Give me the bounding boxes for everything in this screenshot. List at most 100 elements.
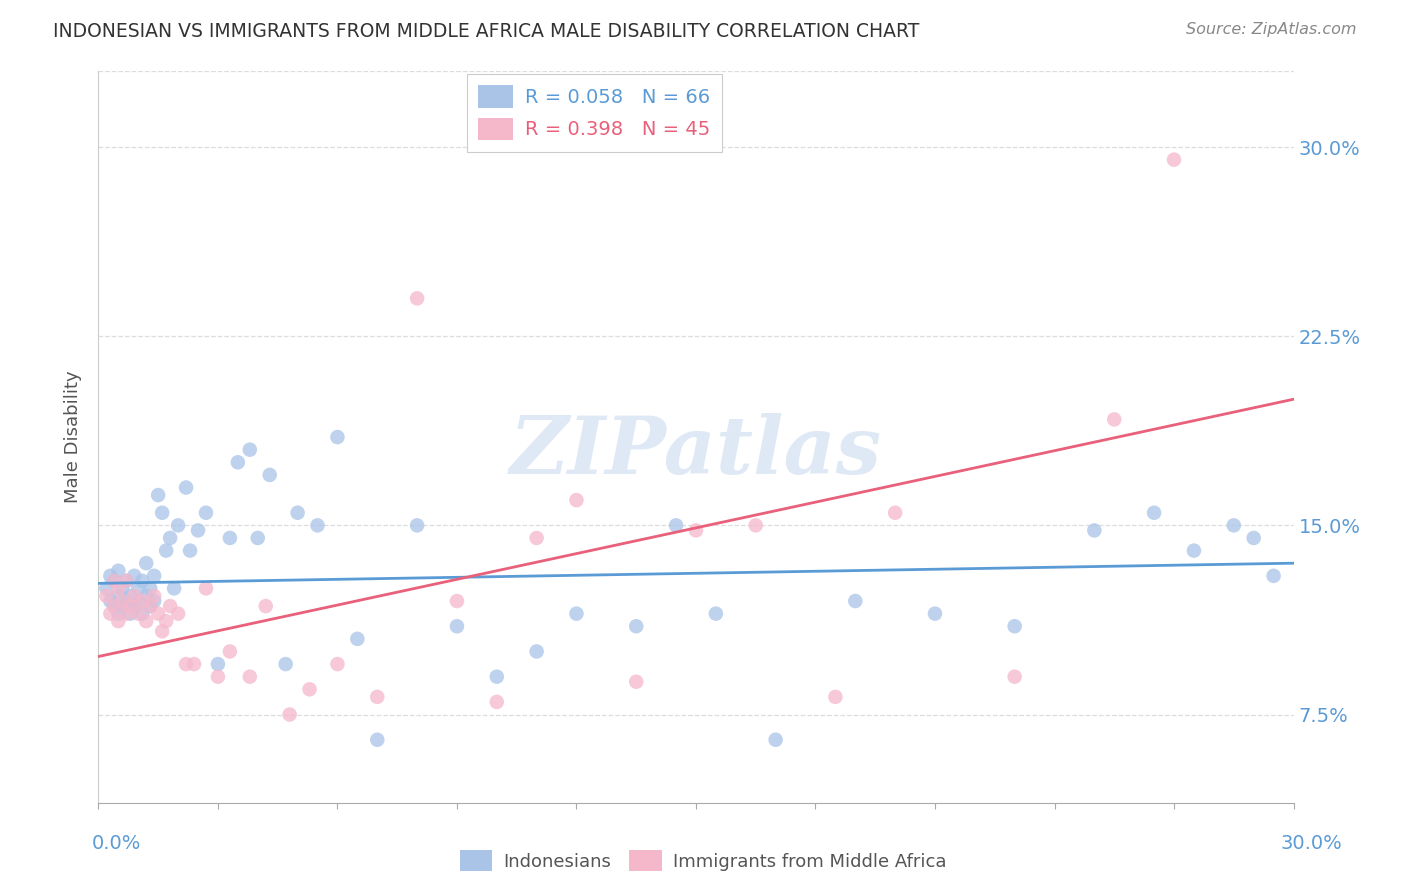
Y-axis label: Male Disability: Male Disability bbox=[65, 371, 83, 503]
Point bbox=[1223, 518, 1246, 533]
Point bbox=[150, 506, 173, 520]
Point bbox=[824, 690, 846, 704]
Point bbox=[174, 657, 197, 671]
Point bbox=[704, 607, 727, 621]
Point bbox=[103, 574, 125, 588]
Point bbox=[239, 442, 262, 457]
Point bbox=[446, 594, 468, 608]
Point bbox=[765, 732, 787, 747]
Point bbox=[135, 589, 157, 603]
Point bbox=[1182, 543, 1205, 558]
Text: INDONESIAN VS IMMIGRANTS FROM MIDDLE AFRICA MALE DISABILITY CORRELATION CHART: INDONESIAN VS IMMIGRANTS FROM MIDDLE AFR… bbox=[53, 22, 920, 41]
Point bbox=[107, 564, 129, 578]
Point bbox=[124, 569, 146, 583]
Point bbox=[1143, 506, 1166, 520]
Point bbox=[131, 594, 153, 608]
Point bbox=[278, 707, 301, 722]
Point bbox=[139, 599, 162, 613]
Point bbox=[96, 589, 118, 603]
Text: Source: ZipAtlas.com: Source: ZipAtlas.com bbox=[1187, 22, 1357, 37]
Point bbox=[150, 624, 173, 639]
Point bbox=[685, 524, 707, 538]
Point bbox=[98, 607, 122, 621]
Legend: Indonesians, Immigrants from Middle Africa: Indonesians, Immigrants from Middle Afri… bbox=[453, 843, 953, 879]
Point bbox=[1004, 619, 1026, 633]
Point bbox=[115, 574, 138, 588]
Point bbox=[127, 607, 149, 621]
Point bbox=[844, 594, 866, 608]
Point bbox=[1004, 670, 1026, 684]
Point bbox=[254, 599, 277, 613]
Text: 0.0%: 0.0% bbox=[91, 834, 141, 853]
Point bbox=[115, 594, 138, 608]
Point bbox=[187, 524, 209, 538]
Point bbox=[183, 657, 205, 671]
Point bbox=[159, 599, 181, 613]
Point bbox=[163, 582, 186, 596]
Point bbox=[665, 518, 688, 533]
Point bbox=[124, 599, 146, 613]
Point bbox=[219, 531, 242, 545]
Point bbox=[246, 531, 269, 545]
Point bbox=[167, 518, 190, 533]
Point bbox=[111, 582, 134, 596]
Point bbox=[139, 599, 162, 613]
Point bbox=[103, 599, 125, 613]
Point bbox=[111, 599, 134, 613]
Point bbox=[131, 607, 153, 621]
Point bbox=[307, 518, 329, 533]
Point bbox=[326, 430, 349, 444]
Point bbox=[98, 594, 122, 608]
Point bbox=[135, 614, 157, 628]
Point bbox=[143, 589, 166, 603]
Point bbox=[1163, 153, 1185, 167]
Point bbox=[207, 670, 229, 684]
Point bbox=[298, 682, 321, 697]
Point bbox=[626, 674, 648, 689]
Point bbox=[287, 506, 309, 520]
Text: 30.0%: 30.0% bbox=[1281, 834, 1343, 853]
Point bbox=[96, 582, 118, 596]
Point bbox=[1104, 412, 1126, 426]
Text: ZIPatlas: ZIPatlas bbox=[510, 413, 882, 491]
Point bbox=[195, 506, 218, 520]
Point bbox=[107, 614, 129, 628]
Point bbox=[179, 543, 201, 558]
Point bbox=[115, 607, 138, 621]
Point bbox=[195, 582, 218, 596]
Point bbox=[107, 582, 129, 596]
Point bbox=[366, 690, 388, 704]
Point bbox=[626, 619, 648, 633]
Point bbox=[107, 589, 129, 603]
Point bbox=[174, 481, 197, 495]
Point bbox=[98, 569, 122, 583]
Point bbox=[148, 607, 170, 621]
Point bbox=[143, 569, 166, 583]
Point bbox=[406, 291, 429, 305]
Point bbox=[219, 644, 242, 658]
Point bbox=[127, 582, 149, 596]
Point bbox=[135, 556, 157, 570]
Point bbox=[155, 614, 177, 628]
Point bbox=[111, 594, 134, 608]
Point bbox=[259, 467, 281, 482]
Point bbox=[143, 594, 166, 608]
Point bbox=[159, 531, 181, 545]
Point bbox=[446, 619, 468, 633]
Point bbox=[107, 607, 129, 621]
Point bbox=[406, 518, 429, 533]
Point bbox=[366, 732, 388, 747]
Point bbox=[115, 574, 138, 588]
Point bbox=[565, 493, 588, 508]
Point bbox=[565, 607, 588, 621]
Point bbox=[148, 488, 170, 502]
Point bbox=[226, 455, 249, 469]
Point bbox=[139, 582, 162, 596]
Point bbox=[207, 657, 229, 671]
Point bbox=[1243, 531, 1265, 545]
Point bbox=[1083, 524, 1105, 538]
Point bbox=[485, 695, 508, 709]
Point bbox=[526, 531, 548, 545]
Point bbox=[120, 599, 142, 613]
Legend: R = 0.058   N = 66, R = 0.398   N = 45: R = 0.058 N = 66, R = 0.398 N = 45 bbox=[467, 74, 723, 152]
